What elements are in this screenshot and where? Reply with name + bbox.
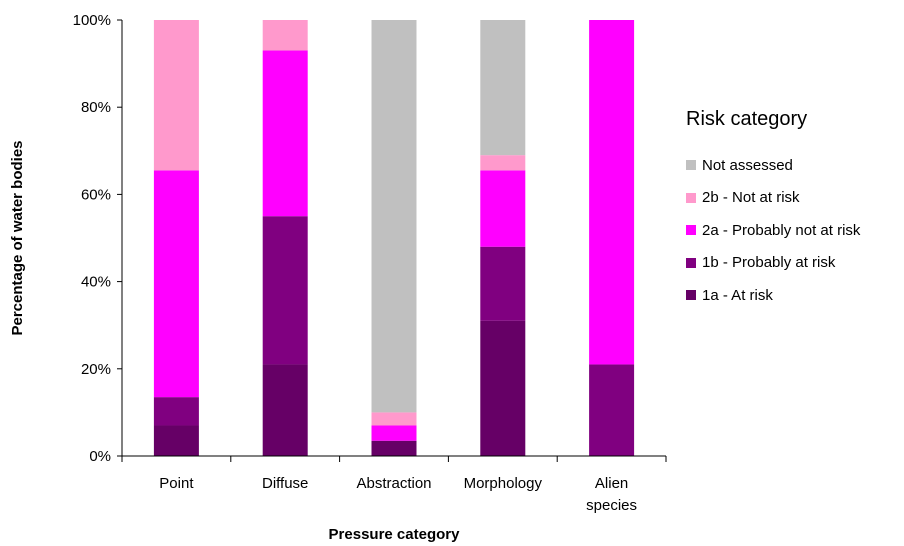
y-axis-title: Percentage of water bodies: [9, 140, 26, 335]
legend-label: 1b - Probably at risk: [702, 254, 836, 272]
legend-item: 2b - Not at risk: [686, 182, 860, 215]
axes-group: [117, 19, 667, 462]
legend-items: Not assessed 2b - Not at risk 2a - Probabl…: [686, 149, 860, 312]
legend-swatch: [686, 290, 696, 301]
x-tick-label: Diffuse: [262, 475, 308, 492]
bar-segment-abstraction-3: [371, 412, 417, 426]
x-tick-label-line: Diffuse: [262, 475, 308, 492]
legend-swatch: [686, 257, 696, 268]
tick-labels-group: 0% 20% 40% 60% 80% 100% Point Diffuse Abstractio…: [73, 12, 637, 514]
legend-item: 1b - Probably at risk: [686, 247, 860, 280]
bar-segment-diffuse-1: [262, 216, 308, 365]
x-tick-label-line: Abstraction: [356, 475, 431, 492]
y-tick-label: 60%: [81, 186, 111, 203]
legend-title: Risk category: [686, 108, 808, 130]
y-tick-label: 100%: [73, 12, 111, 29]
x-tick-label: Morphology: [464, 475, 543, 492]
x-tick-label-line: Point: [159, 475, 194, 492]
bar-segment-abstraction-4: [371, 20, 417, 413]
bar-segment-point-1: [153, 397, 199, 426]
x-tick-label-line: Alien: [595, 475, 628, 492]
legend-item: Not assessed: [686, 149, 860, 182]
bar-segment-abstraction-2: [371, 425, 417, 441]
bar-segment-abstraction-0: [371, 440, 417, 456]
bar-segment-morphology-3: [480, 155, 526, 171]
y-tick-label: 0%: [89, 448, 111, 465]
y-tick-label: 40%: [81, 274, 111, 291]
legend-item: 1a - At risk: [686, 279, 860, 312]
legend-swatch: [686, 225, 696, 236]
y-tick-label: 80%: [81, 99, 111, 116]
bar-segment-morphology-0: [480, 320, 526, 456]
bar-segment-diffuse-0: [262, 364, 308, 456]
legend: Risk category Not assessed 2b - Not at ri…: [686, 108, 860, 312]
bar-segment-morphology-4: [480, 20, 526, 156]
bar-segment-diffuse-2: [262, 50, 308, 217]
bar-segment-point-3: [153, 20, 199, 171]
x-tick-label: Abstraction: [356, 475, 431, 492]
bar-segment-alien-species-1: [589, 364, 635, 456]
x-axis-title: Pressure category: [329, 526, 461, 543]
legend-label: 2b - Not at risk: [702, 189, 800, 207]
bar-segment-morphology-2: [480, 170, 526, 247]
x-tick-label-line: Morphology: [464, 475, 543, 492]
legend-label: 2a - Probably not at risk: [702, 221, 861, 239]
x-tick-label-line: species: [586, 497, 637, 514]
bar-segment-point-2: [153, 170, 199, 398]
bar-segment-alien-species-2: [589, 20, 635, 365]
bar-segment-diffuse-3: [262, 20, 308, 51]
legend-item: 2a - Probably not at risk: [686, 214, 860, 247]
legend-label: Not assessed: [702, 156, 793, 174]
x-tick-label: Point: [159, 475, 194, 492]
bars-group: [153, 20, 635, 456]
y-tick-label: 20%: [81, 361, 111, 378]
bar-segment-morphology-1: [480, 246, 526, 321]
bar-segment-point-0: [153, 425, 199, 456]
x-tick-label: Alien species: [586, 475, 637, 514]
legend-swatch: [686, 192, 696, 203]
legend-swatch: [686, 160, 696, 171]
legend-label: 1a - At risk: [702, 286, 773, 304]
